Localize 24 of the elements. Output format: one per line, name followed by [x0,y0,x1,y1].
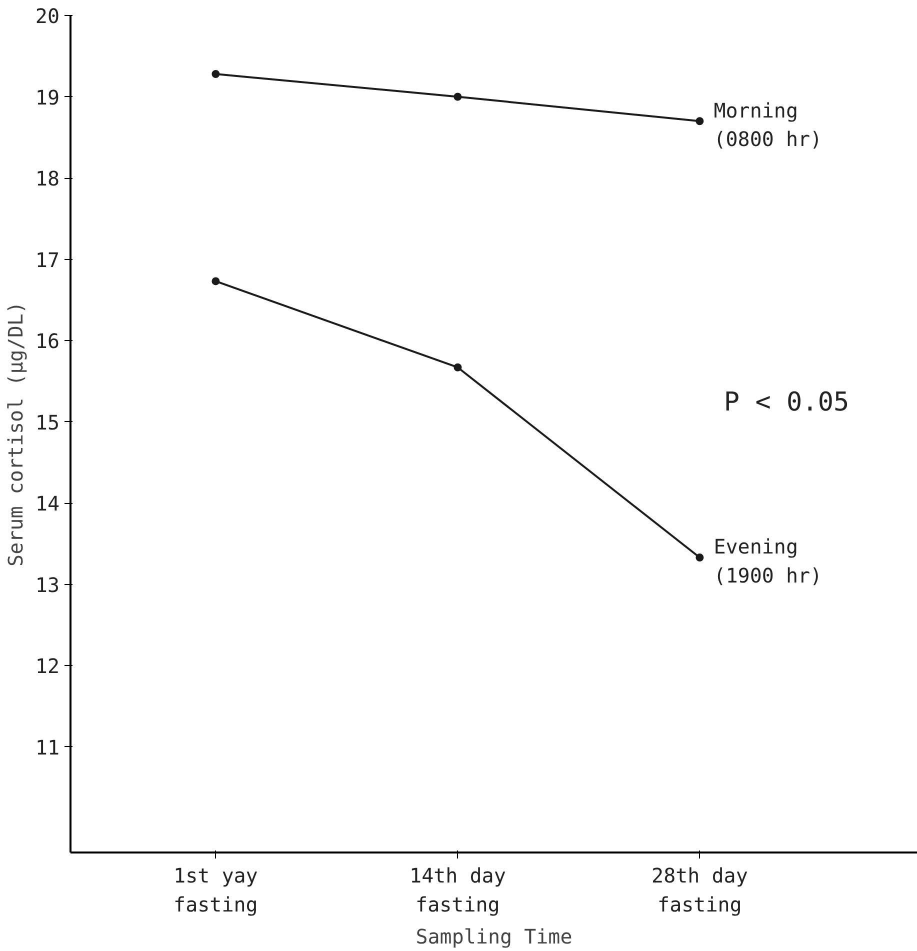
y-tick-label: 19 [35,85,60,110]
y-tick-label: 16 [35,329,60,354]
series-label: Evening (1900 hr) [714,534,822,588]
point [454,92,462,101]
x-tick-label: 14th day fasting [410,864,506,916]
annotation: P < 0.05 [724,387,850,418]
x-axis-title: Sampling Time [416,924,572,948]
y-tick-label: 15 [35,410,60,434]
point [696,554,704,562]
point [212,70,220,78]
y-tick-label: 18 [35,166,60,191]
x-tick-label: 28th day fasting [652,864,748,916]
y-tick-label: 20 [35,4,60,28]
x-tick-label: 1st yay fasting [174,864,258,916]
point [696,117,704,126]
y-tick-label: 13 [35,572,60,597]
y-tick-label: 14 [35,492,60,516]
y-axis-title: Serum cortisol (μg/DL) [3,302,28,566]
y-tick-label: 17 [35,248,60,272]
point [212,277,220,286]
y-tick-label: 12 [35,654,60,678]
point [454,363,462,372]
y-tick-label: 11 [35,735,60,760]
series-label: Morning (0800 hr) [714,98,822,152]
